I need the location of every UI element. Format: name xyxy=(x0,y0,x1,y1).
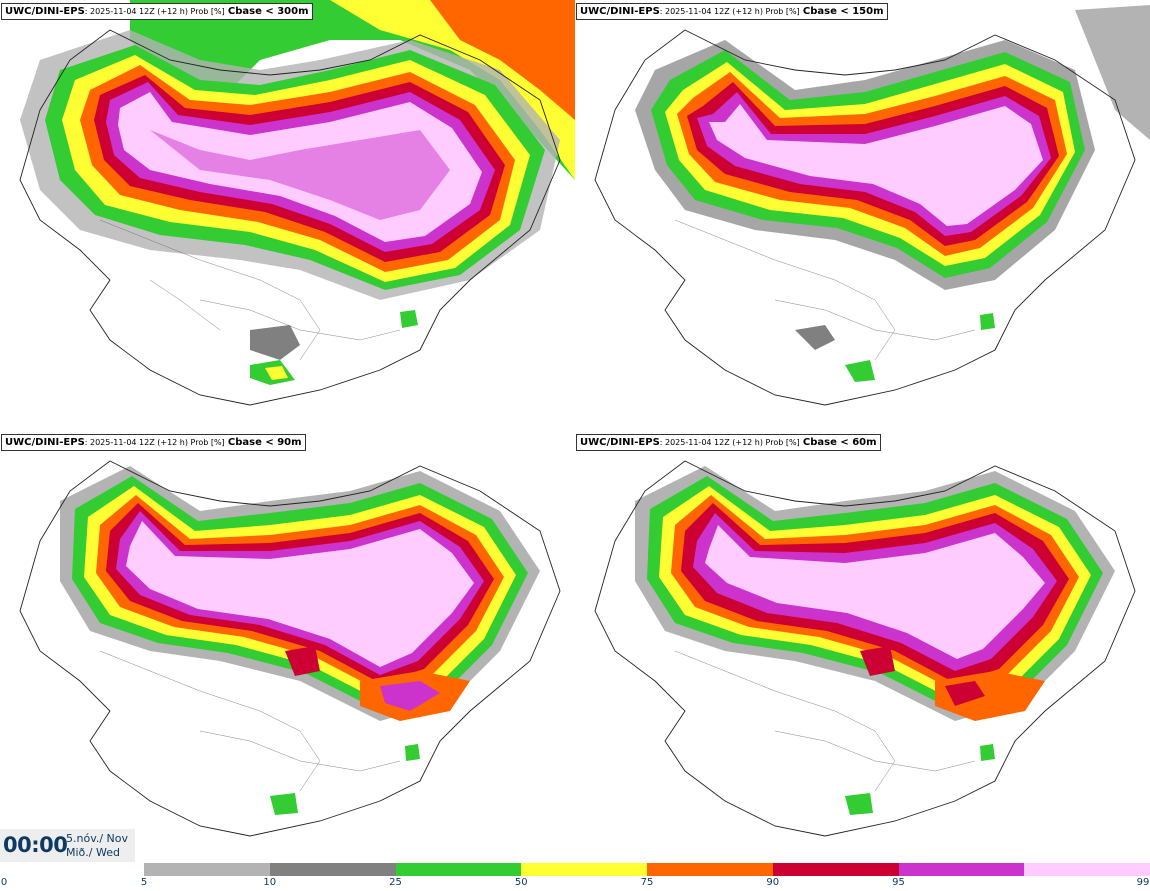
run-info: : 2025-11-04 12Z (+12 h) Prob [%] xyxy=(659,7,800,16)
legend-tick-label: 5 xyxy=(140,877,148,888)
valid-date-line2: Mið./ Wed xyxy=(66,846,120,859)
model-name: UWC/DINI-EPS xyxy=(580,6,660,17)
legend-swatch xyxy=(144,863,271,876)
run-info: : 2025-11-04 12Z (+12 h) Prob [%] xyxy=(659,438,800,447)
run-info: : 2025-11-04 12Z (+12 h) Prob [%] xyxy=(84,7,225,16)
variable-name: Cbase < 150m xyxy=(802,6,884,17)
variable-name: Cbase < 300m xyxy=(227,6,309,17)
valid-time-box: 00:00 5.nóv./ Nov Mið./ Wed xyxy=(0,829,135,862)
legend-swatch xyxy=(898,863,1025,876)
variable-name: Cbase < 60m xyxy=(802,437,877,448)
color-legend-bar xyxy=(144,863,1150,876)
legend-tick-label: 50 xyxy=(514,877,528,888)
model-name: UWC/DINI-EPS xyxy=(580,437,660,448)
panel-title: UWC/DINI-EPS: 2025-11-04 12Z (+12 h) Pro… xyxy=(576,3,888,20)
legend-swatch xyxy=(269,863,396,876)
map-panel-cbase-90m: UWC/DINI-EPS: 2025-11-04 12Z (+12 h) Pro… xyxy=(0,431,575,861)
map-panel-cbase-60m: UWC/DINI-EPS: 2025-11-04 12Z (+12 h) Pro… xyxy=(575,431,1150,861)
panel-title: UWC/DINI-EPS: 2025-11-04 12Z (+12 h) Pro… xyxy=(1,434,306,451)
model-name: UWC/DINI-EPS xyxy=(5,437,85,448)
legend-tick-label: 0 xyxy=(0,877,8,888)
legend-tick-label: 99 xyxy=(1136,877,1150,888)
legend-tick-label: 10 xyxy=(263,877,277,888)
legend-swatch xyxy=(521,863,648,876)
map-panel-cbase-300m: UWC/DINI-EPS: 2025-11-04 12Z (+12 h) Pro… xyxy=(0,0,575,430)
map-panel-cbase-150m: UWC/DINI-EPS: 2025-11-04 12Z (+12 h) Pro… xyxy=(575,0,1150,430)
map-canvas xyxy=(19,0,575,406)
legend-tick-label: 75 xyxy=(640,877,654,888)
legend-tick-label: 90 xyxy=(766,877,780,888)
map-canvas xyxy=(19,460,561,837)
panel-title: UWC/DINI-EPS: 2025-11-04 12Z (+12 h) Pro… xyxy=(576,434,881,451)
legend-tick-label: 25 xyxy=(389,877,402,888)
panel-title: UWC/DINI-EPS: 2025-11-04 12Z (+12 h) Pro… xyxy=(1,3,313,20)
model-name: UWC/DINI-EPS xyxy=(5,6,85,17)
run-info: : 2025-11-04 12Z (+12 h) Prob [%] xyxy=(84,438,225,447)
legend-swatch xyxy=(772,863,899,876)
legend-swatch xyxy=(647,863,774,876)
legend-tick-label: 95 xyxy=(892,877,905,888)
valid-time-clock: 00:00 xyxy=(3,833,68,857)
legend-swatch xyxy=(395,863,522,876)
legend-swatch xyxy=(1024,863,1150,876)
map-canvas xyxy=(594,5,1150,406)
valid-date-line1: 5.nóv./ Nov xyxy=(66,832,129,845)
map-canvas xyxy=(594,460,1136,837)
variable-name: Cbase < 90m xyxy=(227,437,302,448)
